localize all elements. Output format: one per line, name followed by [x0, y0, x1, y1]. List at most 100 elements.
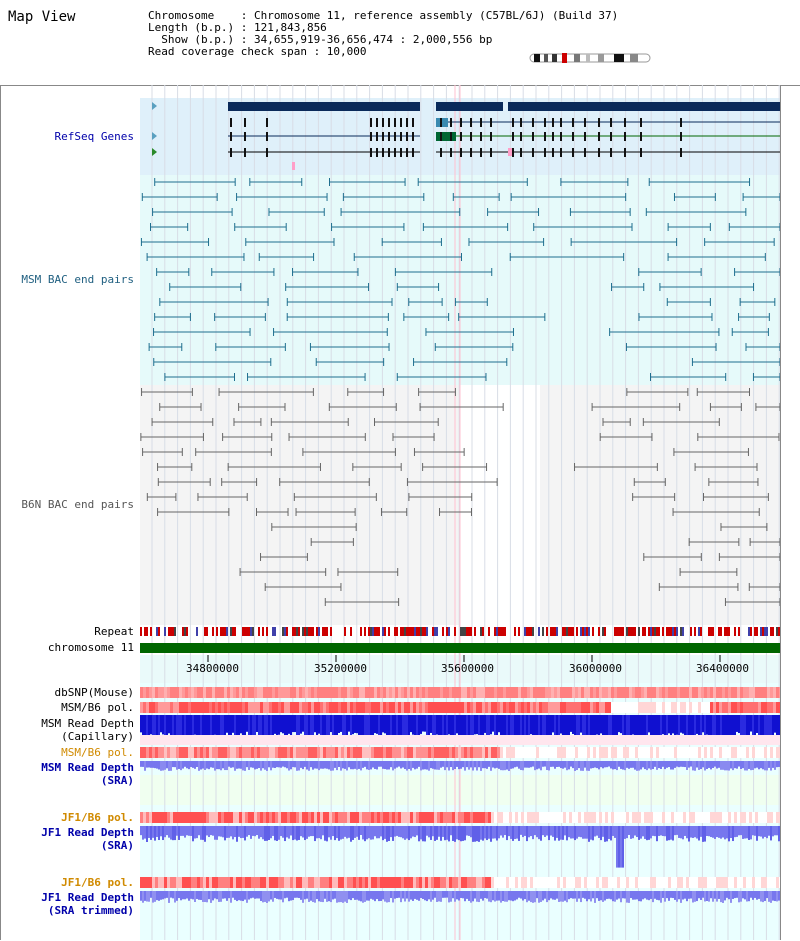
repeat-mark [676, 627, 678, 636]
jf1-sra-depth [440, 826, 442, 841]
msm-pol2-heat [380, 747, 383, 758]
jf1-pol2-heat [194, 877, 197, 888]
msm-sra-depth [460, 761, 462, 769]
msm-pol-heat [266, 702, 269, 713]
msm-sra-depth [244, 761, 246, 771]
dbsnp-heat [587, 687, 590, 698]
jf1-pol-heat [236, 812, 239, 823]
repeat-mark [556, 627, 558, 636]
msm-sra-depth [264, 761, 266, 770]
msm-pol2-heat [332, 747, 335, 758]
exon [244, 118, 246, 127]
jf1-sra-depth [488, 826, 490, 839]
track-label-msm-b6-pol-2[interactable]: MSM/B6 pol. [61, 746, 134, 759]
genome-track-panel[interactable] [140, 85, 781, 940]
jf1-trim-depth [646, 891, 648, 900]
track-label-jf1-b6-pol-2[interactable]: JF1/B6 pol. [61, 876, 134, 889]
track-label-msm-depth-cap[interactable]: MSM Read Depth [41, 717, 134, 730]
jf1-pol2-heat [494, 877, 497, 888]
jf1-trim-depth [162, 891, 164, 900]
jf1-sra-depth [762, 826, 764, 839]
repeat-mark [582, 627, 584, 636]
jf1-trim-depth [602, 891, 604, 902]
jf1-trim-depth [706, 891, 708, 901]
msm-sra-depth [608, 761, 610, 767]
track-label-dbsnp[interactable]: dbSNP(Mouse) [54, 686, 134, 699]
jf1-trim-depth [452, 891, 454, 899]
jf1-pol-heat [605, 812, 608, 823]
msm-cap-depth [580, 715, 582, 733]
jf1-pol2-heat [365, 877, 368, 888]
jf1-pol2-heat [254, 877, 257, 888]
jf1-trim-depth [388, 891, 390, 903]
jf1-sra-depth [748, 826, 750, 840]
msm-sra-depth [382, 761, 384, 769]
exon [640, 118, 642, 127]
jf1-trim-depth [544, 891, 546, 899]
track-label-repeat[interactable]: Repeat [94, 625, 134, 638]
dbsnp-heat [671, 687, 674, 698]
exon [388, 148, 390, 157]
jf1-sra-depth [540, 826, 542, 841]
jf1-pol-heat [332, 812, 335, 823]
msm-pol-heat [164, 702, 167, 713]
repeat-mark [272, 627, 274, 636]
msm-cap-depth [420, 715, 422, 734]
exon [382, 132, 384, 141]
msm-pol-heat [374, 702, 377, 713]
msm-sra-depth [496, 761, 498, 768]
jf1-trim-depth [354, 891, 356, 900]
repeat-mark [350, 627, 352, 636]
jf1-pol2-heat [422, 877, 425, 888]
msm-pol-heat [662, 702, 665, 713]
msm-cap-depth [264, 715, 266, 743]
msm-sra-depth [606, 761, 608, 768]
jf1-trim-depth [286, 891, 288, 898]
msm-cap-depth [684, 715, 686, 739]
track-label-msm-depth-sra[interactable]: MSM Read Depth [41, 761, 134, 774]
msm-pol-heat [524, 702, 527, 713]
jf1-pol-heat [524, 812, 527, 823]
track-label-jf1-depth-sra[interactable]: JF1 Read Depth [41, 826, 134, 839]
msm-cap-depth [676, 715, 678, 735]
track-label-jf1-b6-pol[interactable]: JF1/B6 pol. [61, 811, 134, 824]
msm-pol-heat [350, 702, 353, 713]
track-label-chromosome[interactable]: chromosome 11 [47, 641, 134, 654]
msm-pol2-heat [458, 747, 461, 758]
msm-cap-depth [632, 715, 634, 735]
dbsnp-heat [452, 687, 455, 698]
exon [450, 132, 452, 141]
msm-cap-depth [270, 715, 272, 744]
jf1-sra-depth [334, 826, 336, 841]
msm-sra-depth [760, 761, 762, 769]
msm-sra-depth [150, 761, 152, 768]
jf1-sra-depth [604, 826, 606, 842]
jf1-pol2-heat [413, 877, 416, 888]
jf1-sra-depth [590, 826, 592, 840]
msm-sra-depth [348, 761, 350, 768]
track-label-msm-b6-pol[interactable]: MSM/B6 pol. [61, 701, 134, 714]
track-label-b6n-bac[interactable]: B6N BAC end pairs [21, 498, 134, 511]
msm-pol2-heat [470, 747, 473, 758]
msm-cap-depth [388, 715, 390, 741]
msm-sra-depth [596, 761, 598, 769]
msm-sra-depth [336, 761, 338, 771]
jf1-trim-depth [312, 891, 314, 903]
msm-cap-depth [474, 715, 476, 735]
msm-cap-depth [442, 715, 444, 743]
track-label-jf1-depth-trim[interactable]: JF1 Read Depth [41, 891, 134, 904]
chromosome-ideogram[interactable] [528, 52, 652, 64]
track-label-refseq[interactable]: RefSeq Genes [54, 130, 134, 143]
repeat-mark [404, 627, 406, 636]
msm-cap-depth [192, 715, 194, 745]
msm-pol-heat [767, 702, 770, 713]
repeat-mark [762, 627, 764, 636]
track-label-msm-bac[interactable]: MSM BAC end pairs [21, 273, 134, 286]
msm-pol-heat [176, 702, 179, 713]
dbsnp-heat [389, 687, 392, 698]
jf1-pol2-heat [227, 877, 230, 888]
msm-pol-heat [776, 702, 779, 713]
jf1-sra-depth [694, 826, 696, 838]
jf1-sra-depth [312, 826, 314, 837]
msm-cap-depth [652, 715, 654, 739]
